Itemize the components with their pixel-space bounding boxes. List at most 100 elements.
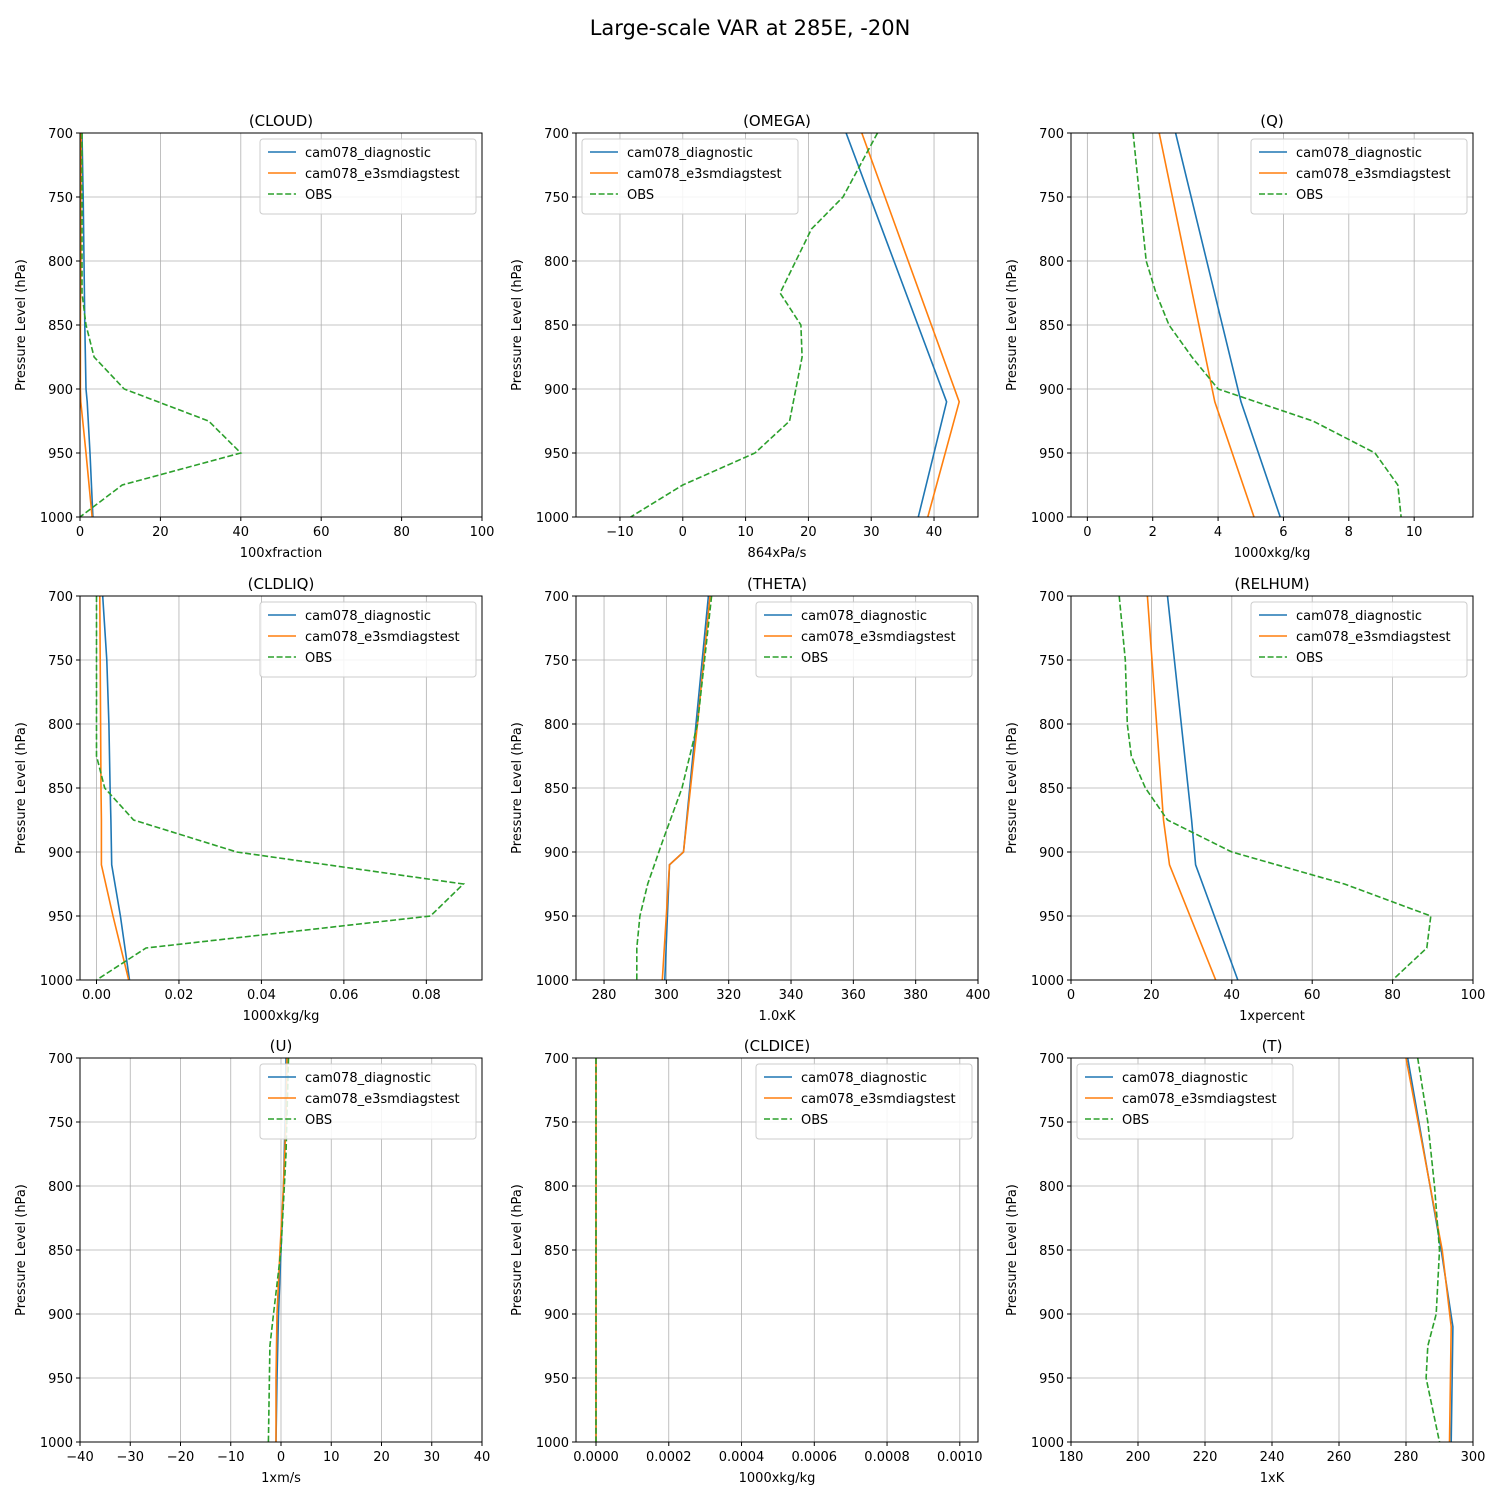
x-tick-label: 30: [863, 525, 880, 540]
series-line-cam078_diagnostic: [101, 596, 131, 980]
x-tick-label: 40: [926, 525, 943, 540]
legend-label: cam078_diagnostic: [305, 609, 431, 624]
x-tick-label: 30: [423, 1450, 440, 1465]
legend-label: OBS: [305, 1113, 332, 1128]
subplot-title: (OMEGA): [743, 112, 811, 130]
subplot-theta: 280 300 320 340 360 380 400 700 750 800 850 900 950 1…: [510, 575, 990, 1024]
x-tick-label: 180: [1059, 1450, 1084, 1465]
y-tick-label: 850: [48, 782, 73, 797]
x-tick-label: 400: [966, 988, 991, 1003]
x-tick-label: 0.0010: [937, 1450, 983, 1465]
y-tick-label: 900: [48, 846, 73, 861]
y-tick-label: 900: [544, 1308, 569, 1323]
y-tick-label: 1000: [40, 1436, 73, 1451]
legend-label: cam078_diagnostic: [627, 146, 753, 161]
y-tick-label: 700: [1039, 1052, 1064, 1067]
x-tick-label: 40: [1224, 988, 1241, 1003]
x-tick-label: −20: [167, 1450, 194, 1465]
series-line-OBS: [267, 1058, 290, 1442]
legend-box: [259, 601, 477, 678]
y-tick-label: 850: [1039, 319, 1064, 334]
y-tick-label: 900: [544, 846, 569, 861]
subplot-cldice: 0.0000 0.0002 0.0004 0.0006 0.0008 0.0010 700 7…: [510, 1037, 983, 1486]
series-line-OBS: [630, 133, 879, 517]
x-tick-label: 260: [1327, 1450, 1352, 1465]
subplot-t: 180 200 220 240 260 280 300 700 750 800 850 900 950 1…: [1005, 1037, 1485, 1486]
y-tick-label: 900: [48, 383, 73, 398]
subplot-cloud: 0 20 40 60 80 100 700 750 800 850 900 950 1000 (CLOUD…: [14, 112, 494, 561]
y-tick-label: 750: [48, 654, 73, 669]
x-tick-label: 0.0004: [719, 1450, 765, 1465]
legend-label: cam078_diagnostic: [1296, 609, 1422, 624]
y-tick-label: 800: [544, 255, 569, 270]
x-tick-label: 20: [152, 525, 169, 540]
x-tick-label: 6: [1279, 525, 1287, 540]
y-axis-label: Pressure Level (hPa): [1005, 722, 1020, 854]
y-tick-label: 800: [544, 1180, 569, 1195]
legend-box: [1076, 1063, 1294, 1140]
y-axis-label: Pressure Level (hPa): [14, 722, 29, 854]
series-line-OBS: [95, 596, 466, 980]
x-tick-label: 2: [1149, 525, 1157, 540]
series-line-cam078_diagnostic: [1174, 133, 1281, 517]
y-tick-label: 900: [1039, 846, 1064, 861]
y-tick-label: 950: [1039, 1372, 1064, 1387]
y-axis-label: Pressure Level (hPa): [510, 259, 525, 391]
y-tick-label: 900: [1039, 383, 1064, 398]
series-line-cam078_diagnostic: [81, 133, 94, 517]
y-tick-label: 700: [48, 590, 73, 605]
y-tick-label: 800: [1039, 1180, 1064, 1195]
x-tick-label: 0.0008: [864, 1450, 910, 1465]
legend-box: [581, 138, 799, 215]
legend-label: OBS: [801, 651, 828, 666]
legend-box: [1250, 138, 1468, 215]
y-tick-label: 750: [48, 1116, 73, 1131]
y-tick-label: 850: [1039, 1244, 1064, 1259]
x-tick-label: 10: [323, 1450, 340, 1465]
series-line-OBS: [1118, 596, 1432, 980]
x-tick-label: 0: [679, 525, 687, 540]
x-tick-label: 200: [1126, 1450, 1151, 1465]
legend-label: cam078_e3smdiagstest: [305, 630, 460, 645]
series-line-cam078_e3smdiagstest: [1146, 596, 1217, 980]
series-line-cam078_e3smdiagstest: [661, 596, 711, 980]
x-tick-label: 0.02: [164, 988, 193, 1003]
legend-box: [259, 1063, 477, 1140]
x-axis-label: 1.0xK: [759, 1009, 796, 1024]
legend: cam078_diagnostic cam078_e3smdiagstest OBS: [259, 138, 477, 215]
y-tick-label: 700: [544, 1052, 569, 1067]
y-axis-label: Pressure Level (hPa): [14, 259, 29, 391]
y-tick-label: 1000: [1031, 511, 1064, 526]
legend-label: cam078_e3smdiagstest: [305, 167, 460, 182]
y-tick-label: 750: [544, 191, 569, 206]
x-tick-label: 280: [592, 988, 617, 1003]
y-tick-label: 950: [1039, 447, 1064, 462]
y-tick-label: 700: [1039, 127, 1064, 142]
legend-label: OBS: [801, 1113, 828, 1128]
x-tick-label: 320: [716, 988, 741, 1003]
figure-title: Large-scale VAR at 285E, -20N: [589, 16, 911, 40]
x-tick-label: 380: [903, 988, 928, 1003]
x-axis-label: 100xfraction: [240, 546, 322, 561]
x-axis-label: 1xm/s: [261, 1471, 301, 1486]
x-tick-label: 0: [1083, 525, 1091, 540]
y-tick-label: 950: [1039, 910, 1064, 925]
y-tick-label: 1000: [536, 1436, 569, 1451]
x-tick-label: 0.08: [412, 988, 441, 1003]
y-axis-label: Pressure Level (hPa): [14, 1184, 29, 1316]
y-tick-label: 950: [544, 910, 569, 925]
x-tick-label: −40: [66, 1450, 93, 1465]
legend-box: [1250, 601, 1468, 678]
legend-label: cam078_diagnostic: [1122, 1071, 1248, 1086]
legend: cam078_diagnostic cam078_e3smdiagstest OBS: [755, 1063, 973, 1140]
x-tick-label: 0: [277, 1450, 285, 1465]
x-tick-label: 80: [393, 525, 410, 540]
x-tick-label: 0: [1067, 988, 1075, 1003]
series-line-cam078_e3smdiagstest: [1158, 133, 1255, 517]
subplot-title: (THETA): [747, 575, 807, 593]
subplot-title: (CLDLIQ): [248, 575, 315, 593]
subplot-title: (RELHUM): [1234, 575, 1309, 593]
y-axis-label: Pressure Level (hPa): [510, 1184, 525, 1316]
x-tick-label: 0.04: [247, 988, 276, 1003]
